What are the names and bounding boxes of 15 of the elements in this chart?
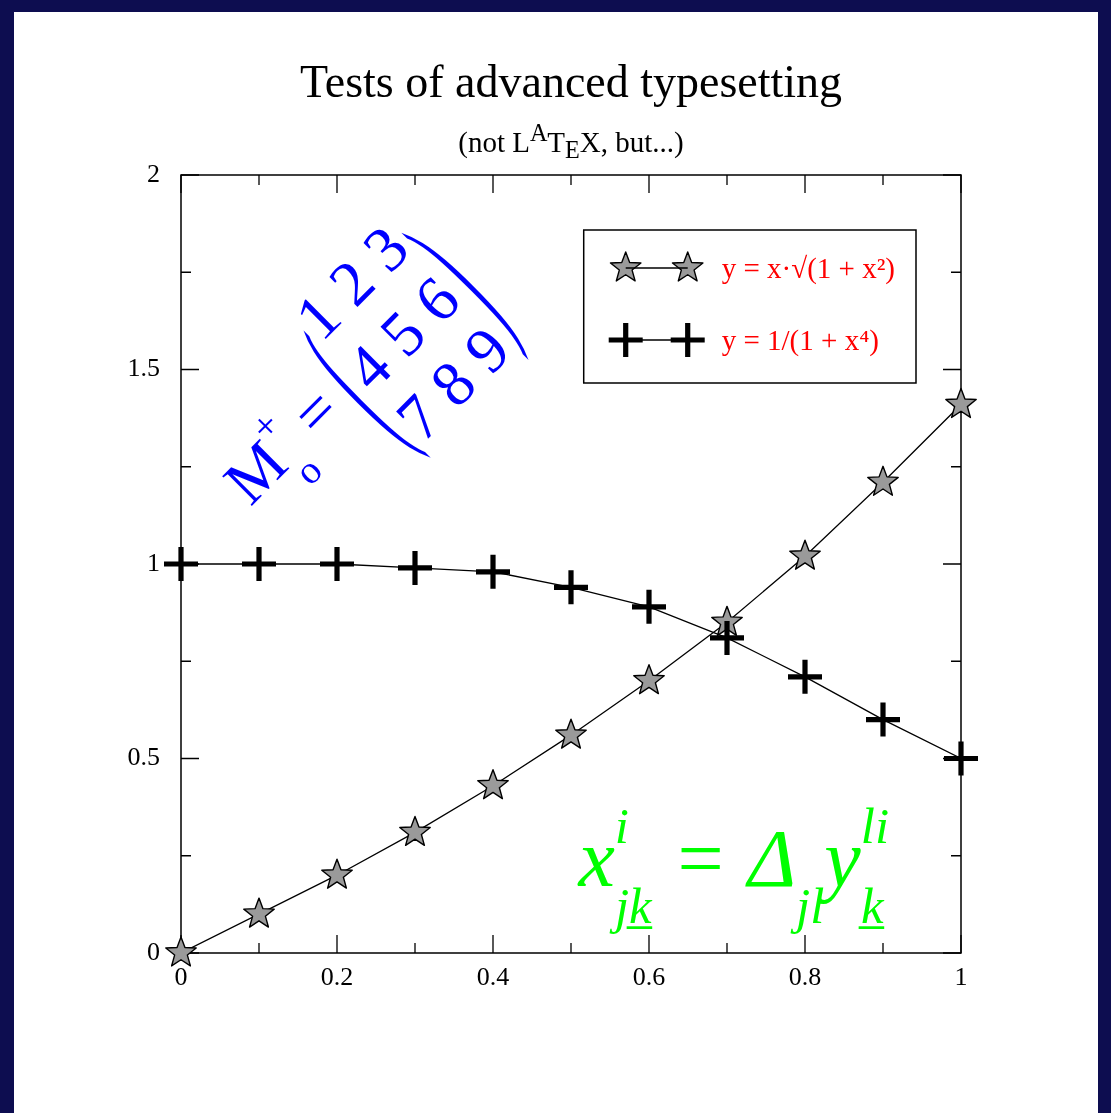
x-tick-label: 0 [174,962,188,992]
legend-label: y = x·√(1 + x²) [721,251,895,285]
y-tick-label: 1 [147,547,160,577]
x-tick-label: 0.8 [788,962,822,992]
y-tick-label: 2 [147,158,160,188]
x-tick-label: 0.6 [632,962,666,992]
chart-subtitle: (not L$^{A}$T$_{E}$X, but...) [457,118,685,166]
x-tick-label: 0.2 [320,962,354,992]
y-tick-label: 0.5 [127,742,160,772]
x-tick-label: 0.4 [476,962,510,992]
y-tick-label: 0 [147,936,160,966]
legend-label: y = 1/(1 + x⁴) [721,323,879,357]
y-tick-label: 1.5 [127,353,160,383]
x-tick-label: 1 [954,962,968,992]
chart-title: Tests of advanced typesetting [298,55,844,109]
